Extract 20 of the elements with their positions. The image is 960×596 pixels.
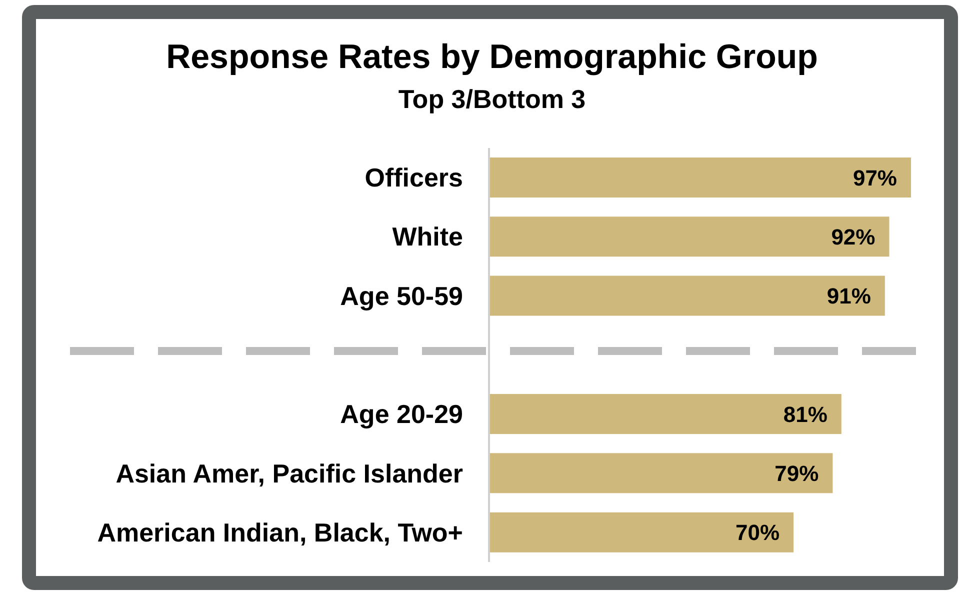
chart-subtitle: Top 3/Bottom 3 bbox=[397, 84, 587, 115]
data-label: 79% bbox=[774, 460, 819, 486]
data-label: 97% bbox=[852, 165, 897, 190]
bar bbox=[489, 216, 890, 257]
y-tick-label: Age 50-59 bbox=[340, 280, 463, 311]
y-tick-label: White bbox=[392, 222, 463, 252]
bar bbox=[489, 276, 885, 316]
data-label: 91% bbox=[826, 284, 871, 309]
y-tick-label: American Indian, Black, Two+ bbox=[97, 517, 463, 548]
y-tick-label: Asian Amer, Pacific Islander bbox=[116, 458, 463, 488]
chart-title: Response Rates by Demographic Group bbox=[165, 38, 819, 77]
data-label: 92% bbox=[831, 224, 876, 250]
data-label: 81% bbox=[783, 402, 828, 427]
data-label: 70% bbox=[735, 520, 780, 546]
y-tick-label: Age 20-29 bbox=[340, 399, 463, 430]
bar bbox=[489, 157, 911, 198]
bar bbox=[489, 453, 833, 494]
bar bbox=[489, 512, 794, 552]
y-tick-label: Officers bbox=[364, 162, 463, 193]
bar bbox=[489, 394, 842, 434]
